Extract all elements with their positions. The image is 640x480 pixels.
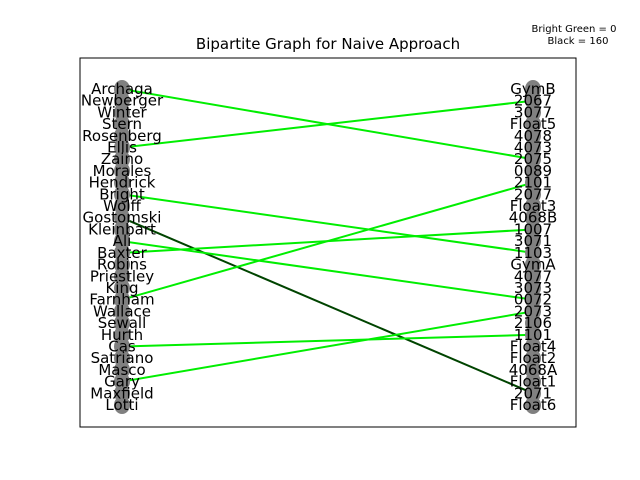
left-node-label-hendrick: Hendrick (89, 174, 156, 192)
right-node-label-float3: Float3 (510, 197, 557, 215)
right-node-label-4073: 4073 (514, 139, 552, 157)
right-node-label-1007: 1007 (514, 220, 552, 238)
edge-ali-0072 (121, 240, 534, 301)
left-node-label-winter: Winter (97, 103, 147, 121)
left-node-label-rosenberg: Rosenberg (82, 127, 162, 145)
left-node-label-kleinbart: Kleinbart (88, 220, 156, 238)
edges-layer (121, 88, 534, 395)
plot-area (79, 57, 577, 428)
left-node-label-newberger: Newberger (81, 92, 164, 110)
left-node-label-farnham: Farnham (89, 291, 154, 309)
left-node-label-baxter: Baxter (97, 244, 147, 262)
left-node-label-stern: Stern (102, 115, 142, 133)
left-node-label-wolff: Wolff (103, 197, 141, 215)
right-node-label-float5: Float5 (510, 115, 557, 133)
left-node-label-lotti: Lotti (105, 396, 138, 414)
edge-gostomski-2071 (121, 216, 534, 395)
right-node-float6 (525, 396, 541, 414)
left-node-label-king: King (105, 279, 138, 297)
left-node-label-robins: Robins (97, 256, 147, 274)
right-node-label-2077: 2077 (514, 185, 552, 203)
left-node-label-archaga: Archaga (91, 80, 153, 98)
legend-line-2: Black = 160 (548, 36, 609, 47)
edge-bright-1103 (121, 193, 534, 254)
right-node-label-0089: 0089 (514, 162, 552, 180)
right-node-label-4068a: 4068A (509, 361, 558, 379)
left-node-label-hurth: Hurth (101, 326, 143, 344)
right-node-label-2073: 2073 (514, 302, 552, 320)
right-node-label-4077: 4077 (514, 267, 552, 285)
right-node-label-gyma: GymA (510, 256, 556, 274)
left-node-label-ellis: Ellis (107, 139, 137, 157)
left-node-label-satriano: Satriano (91, 349, 154, 367)
left-node-label-maxfield: Maxfield (90, 384, 153, 402)
left-node-label-cas: Cas (108, 337, 136, 355)
edge-farnham-2101 (121, 181, 534, 301)
left-node-label-priestley: Priestley (90, 267, 154, 285)
right-node-label-2071: 2071 (514, 384, 552, 402)
left-node-label-ali: Ali (113, 232, 132, 250)
left-node-label-zaino: Zaino (101, 150, 143, 168)
right-node-label-2075: 2075 (514, 150, 552, 168)
left-node-label-bright: Bright (99, 185, 145, 203)
right-node-label-float4: Float4 (510, 337, 557, 355)
chart-title: Bipartite Graph for Naive Approach (196, 35, 460, 53)
labels-layer: ArchagaNewbergerWinterSternRosenbergElli… (81, 80, 558, 414)
right-node-label-2067: 2067 (514, 92, 552, 110)
left-node-label-wallace: Wallace (93, 302, 151, 320)
legend-line-1: Bright Green = 0 (532, 24, 617, 35)
right-node-label-gymb: GymB (510, 80, 555, 98)
edge-gary-2073 (121, 310, 534, 383)
left-node-label-masco: Masco (98, 361, 145, 379)
left-node-label-gary: Gary (104, 373, 140, 391)
right-node-label-4078: 4078 (514, 127, 552, 145)
right-node-label-2106: 2106 (514, 314, 552, 332)
right-node-label-0072: 0072 (514, 291, 552, 309)
nodes-layer (114, 80, 541, 414)
right-node-label-2101: 2101 (514, 174, 552, 192)
left-node-label-sewall: Sewall (98, 314, 147, 332)
edge-ellis-2067 (121, 99, 534, 149)
right-node-label-3071: 3071 (514, 232, 552, 250)
right-node-label-3073: 3073 (514, 279, 552, 297)
right-node-label-1101: 1101 (514, 326, 552, 344)
right-node-label-float6: Float6 (510, 396, 557, 414)
left-node-label-morales: Morales (93, 162, 152, 180)
left-node-label-gostomski: Gostomski (83, 209, 162, 227)
edge-cas-1101 (121, 333, 534, 348)
right-node-label-float1: Float1 (510, 373, 557, 391)
right-node-label-3077: 3077 (514, 103, 552, 121)
left-node-lotti (114, 396, 130, 414)
right-node-label-1103: 1103 (514, 244, 552, 262)
right-node-label-float2: Float2 (510, 349, 557, 367)
right-node-label-4068b: 4068B (509, 209, 557, 227)
